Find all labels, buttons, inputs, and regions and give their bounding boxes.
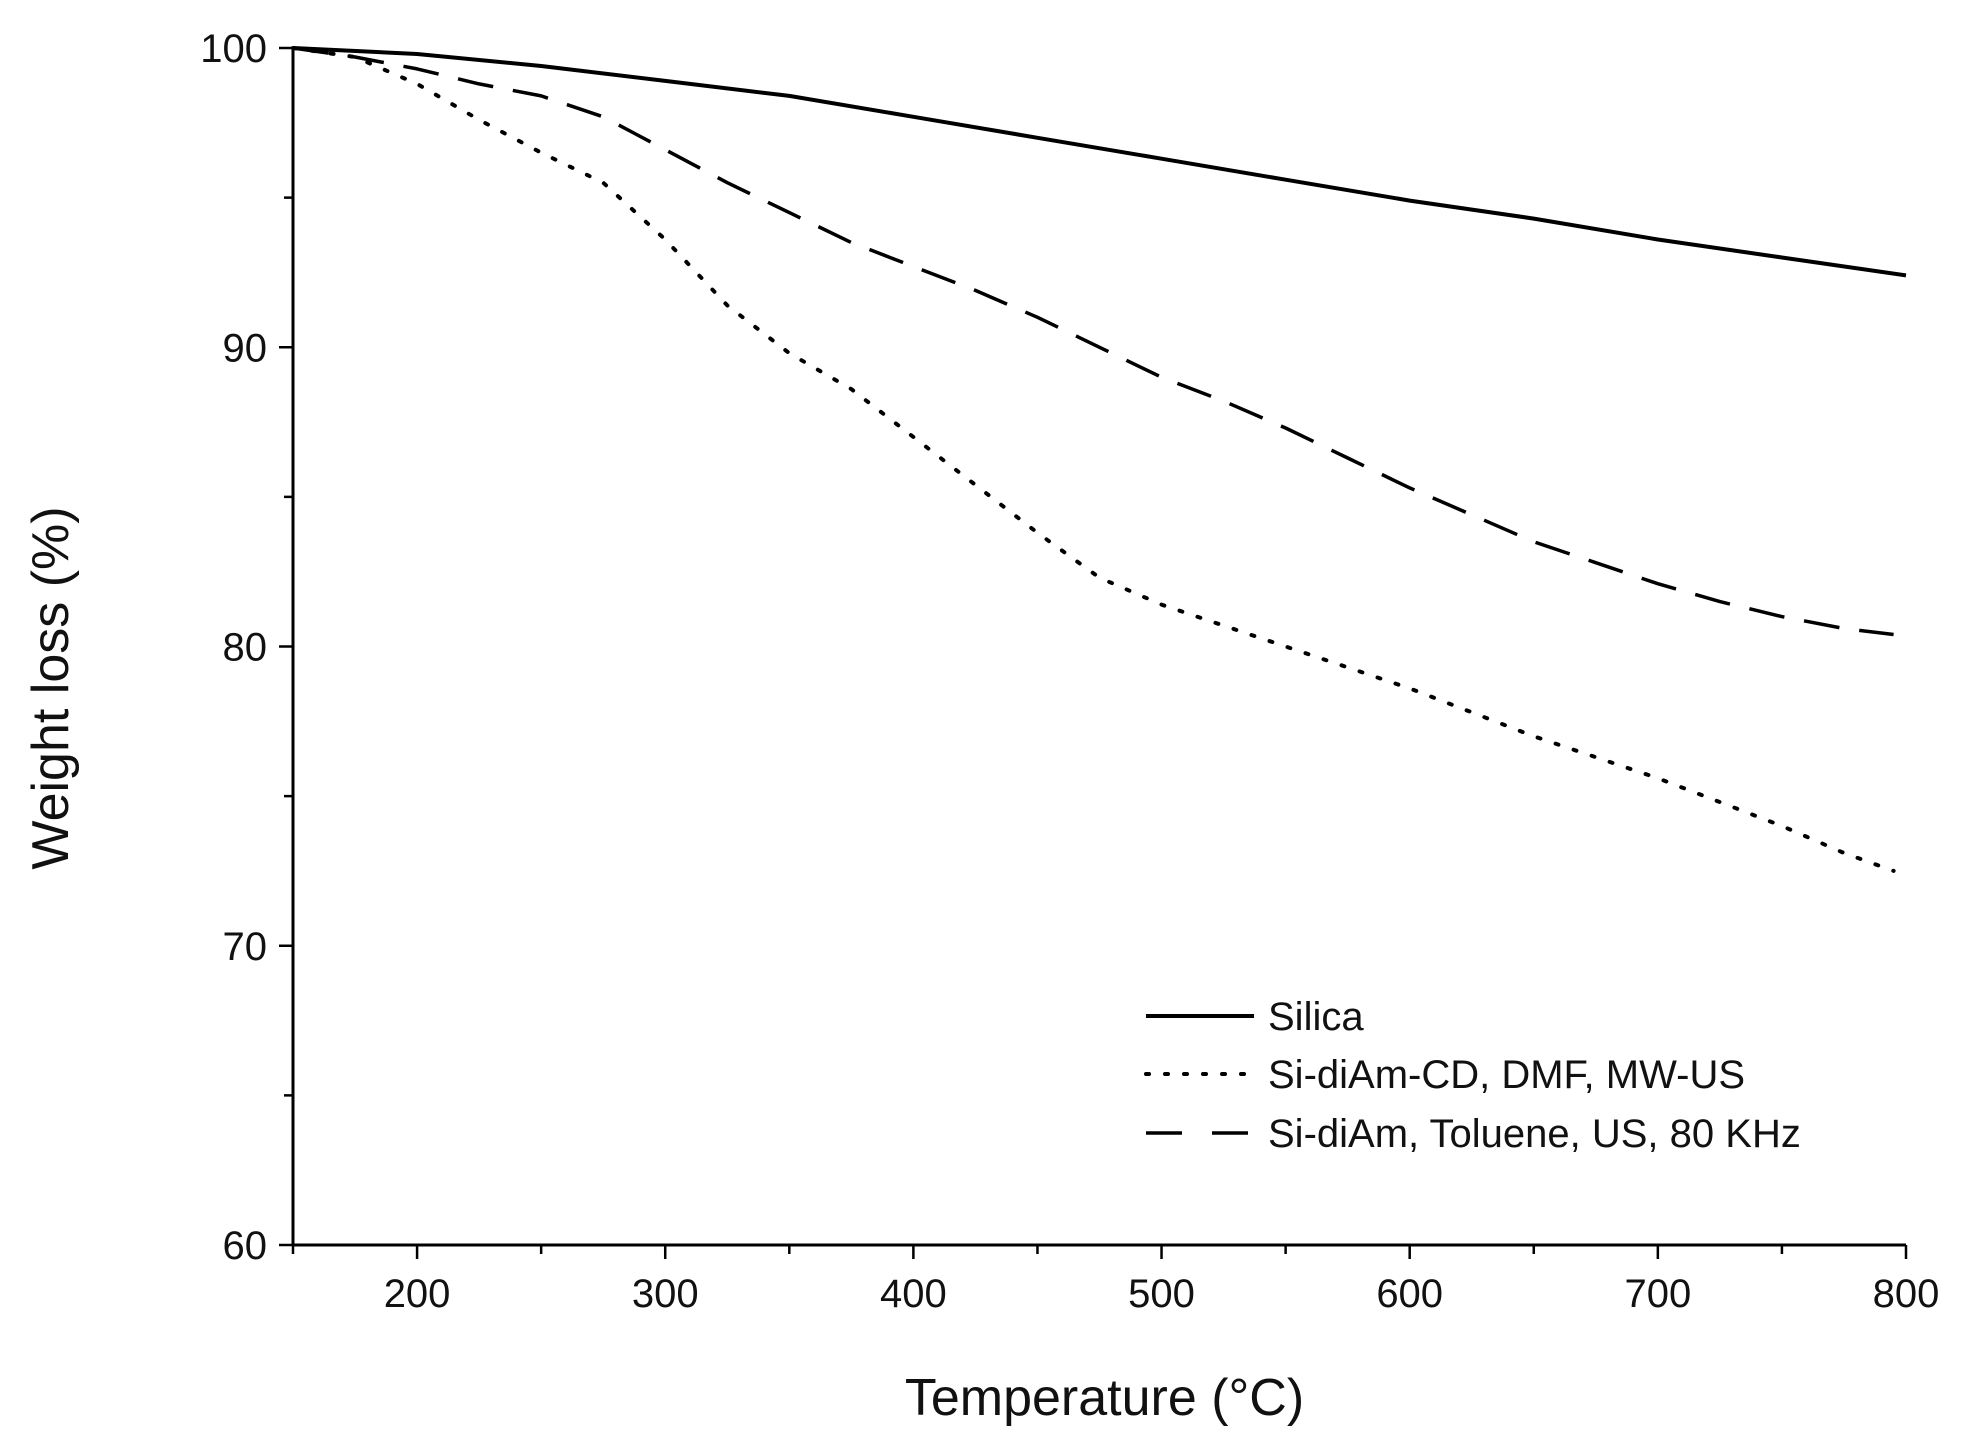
series-line-1: [291, 46, 1896, 873]
y-tick-label: 60: [223, 1224, 268, 1268]
x-tick-label: 800: [1873, 1272, 1940, 1316]
legend: Silica Si-diAm-CD, DMF, MW-US Si-diAm, T…: [1144, 995, 1801, 1156]
x-tick-label: 500: [1128, 1272, 1195, 1316]
series-line-0: [292, 46, 1907, 278]
y-tick-label: 100: [200, 27, 267, 71]
x-tick-label: 400: [880, 1272, 947, 1316]
y-axis-title: Weight loss (%): [22, 506, 80, 869]
x-tick-label: 200: [384, 1272, 451, 1316]
y-ticks: 60 70 80 90 100: [200, 27, 293, 1268]
y-tick-label: 70: [223, 925, 268, 969]
series-line-2: [292, 46, 1894, 637]
series-lines: [291, 46, 1907, 873]
y-tick-label: 90: [223, 326, 268, 370]
legend-label-si-diam-cd: Si-diAm-CD, DMF, MW-US: [1268, 1053, 1745, 1097]
x-ticks: 200 300 400 500 600 700 800: [291, 1245, 1940, 1316]
legend-label-si-diam-toluene: Si-diAm, Toluene, US, 80 KHz: [1268, 1112, 1801, 1156]
legend-label-silica: Silica: [1268, 995, 1364, 1039]
x-tick-label: 600: [1376, 1272, 1443, 1316]
x-tick-label: 700: [1624, 1272, 1691, 1316]
x-axis-title: Temperature (°C): [905, 1369, 1304, 1427]
y-tick-label: 80: [223, 626, 268, 670]
x-tick-label: 300: [632, 1272, 699, 1316]
